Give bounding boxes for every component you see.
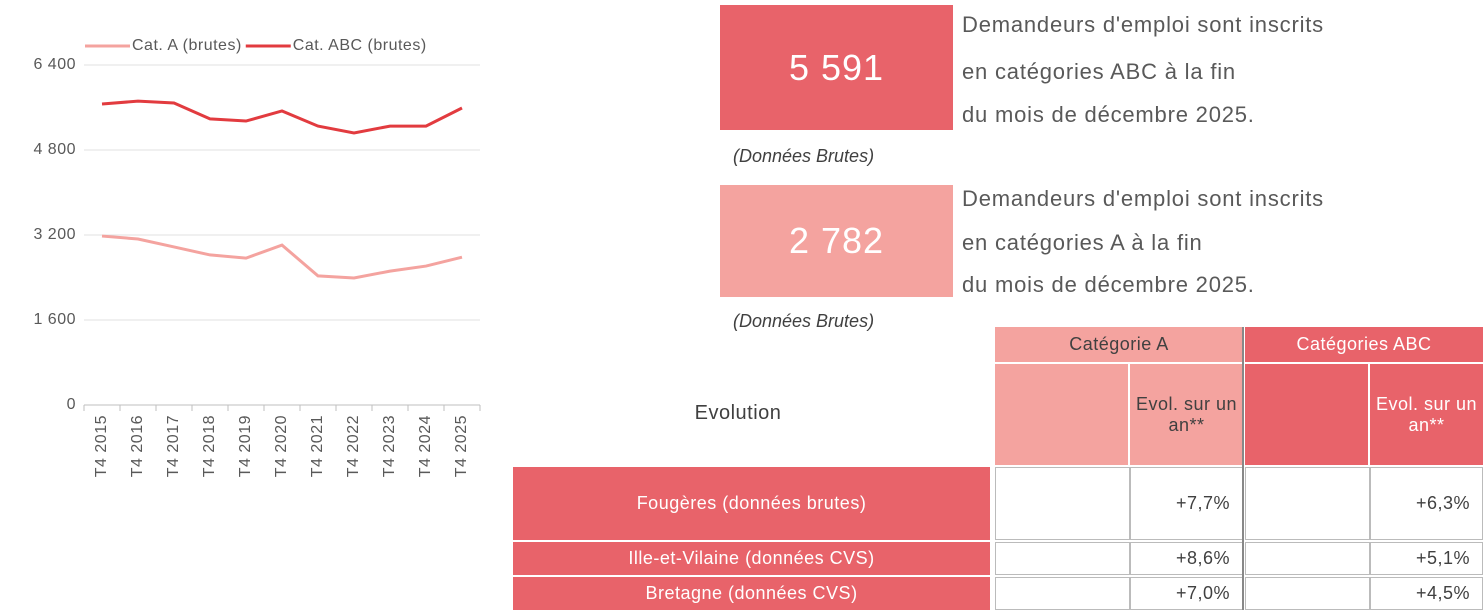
table-value: +7,7% — [1130, 467, 1243, 540]
table-subheader: Evol. sur un an** — [1370, 364, 1483, 465]
legend-label: Cat. ABC (brutes) — [293, 37, 427, 54]
table-value: +5,1% — [1370, 542, 1483, 575]
x-tick-label: T4 2023 — [381, 415, 398, 477]
kpi-text: en catégories ABC à la fin — [962, 59, 1236, 84]
x-tick-label: T4 2015 — [93, 415, 110, 477]
kpi-note: (Données Brutes) — [733, 146, 875, 166]
row-label: Fougères (données brutes) — [513, 467, 990, 540]
series-line — [101, 234, 463, 280]
x-tick-label: T4 2018 — [201, 415, 218, 477]
table-value: +4,5% — [1370, 577, 1483, 610]
x-tick-label: T4 2021 — [309, 415, 326, 477]
y-tick-label: 4 800 — [33, 141, 76, 158]
table-cell — [995, 364, 1128, 465]
row-label: Bretagne (données CVS) — [513, 577, 990, 610]
table-separator — [1242, 327, 1244, 610]
kpi-text: Demandeurs d'emploi sont inscrits — [962, 12, 1324, 37]
table-cell — [1245, 542, 1370, 575]
row-label: Ille-et-Vilaine (données CVS) — [513, 542, 990, 575]
x-tick-label: T4 2017 — [165, 415, 182, 477]
table-cell — [1245, 577, 1370, 610]
legend-label: Cat. A (brutes) — [132, 37, 242, 54]
x-tick-label: T4 2022 — [345, 415, 362, 477]
kpi-text: du mois de décembre 2025. — [962, 102, 1255, 127]
y-tick-label: 6 400 — [33, 56, 76, 73]
table-cell — [1245, 364, 1368, 465]
x-tick-label: T4 2019 — [237, 415, 254, 477]
table-cell — [1245, 467, 1370, 540]
kpi-value: 2 782 — [720, 185, 953, 297]
kpi-text: en catégories A à la fin — [962, 230, 1203, 255]
kpi-value: 5 591 — [720, 5, 953, 130]
y-tick-label: 1 600 — [33, 311, 76, 328]
table-cell — [995, 467, 1130, 540]
table-value: +8,6% — [1130, 542, 1243, 575]
table-header: Catégorie A — [995, 327, 1243, 362]
table-value: +6,3% — [1370, 467, 1483, 540]
chart: 0 1 600 3 200 4 800 6 400 T4 2015 T4 2016 T4 20… — [33, 37, 481, 477]
table-cell — [995, 577, 1130, 610]
y-tick-label: 0 — [67, 396, 76, 413]
y-tick-label: 3 200 — [33, 226, 76, 243]
table-value: +7,0% — [1130, 577, 1243, 610]
kpi-text: du mois de décembre 2025. — [962, 272, 1255, 297]
kpi-note: (Données Brutes) — [733, 311, 875, 331]
row-header: Evolution — [694, 402, 782, 424]
x-tick-label: T4 2024 — [417, 415, 434, 477]
x-tick-label: T4 2016 — [129, 415, 146, 477]
table-header: Catégories ABC — [1245, 327, 1483, 362]
x-tick-label: T4 2025 — [453, 415, 470, 477]
x-tick-label: T4 2020 — [273, 415, 290, 477]
series-line — [101, 99, 463, 135]
table-subheader: Evol. sur un an** — [1130, 364, 1243, 465]
table-cell — [995, 542, 1130, 575]
kpi-text: Demandeurs d'emploi sont inscrits — [962, 186, 1324, 211]
